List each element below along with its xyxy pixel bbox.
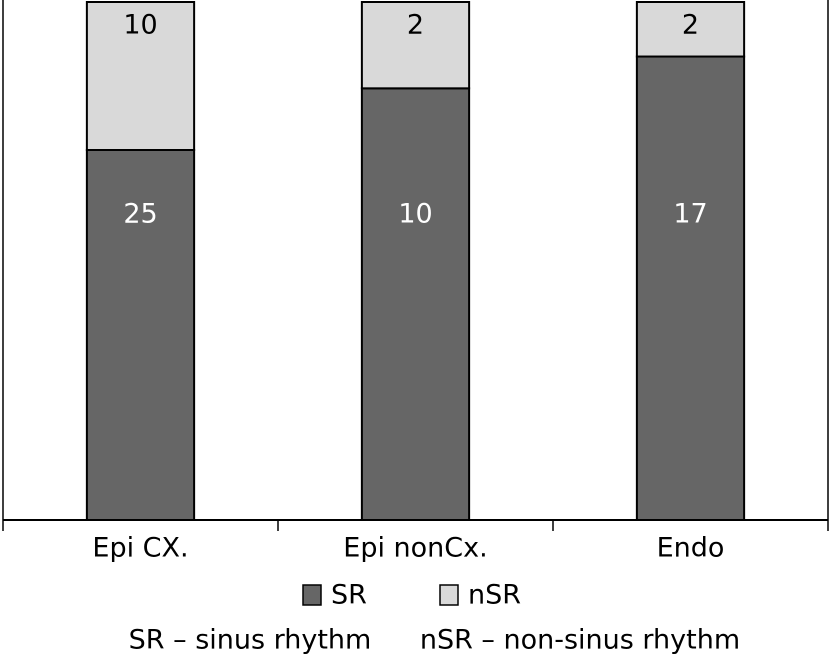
x-tick-label: Epi nonCx. bbox=[343, 533, 487, 564]
data-label: 10 bbox=[123, 10, 157, 41]
data-label: 17 bbox=[673, 199, 707, 230]
x-tick-label: Epi CX. bbox=[92, 533, 188, 564]
bar-segment bbox=[85, 1, 196, 151]
legend-label: nSR bbox=[468, 580, 521, 611]
legend-swatch bbox=[302, 584, 322, 606]
data-label: 2 bbox=[682, 10, 699, 41]
note: SR – sinus rhythm bbox=[129, 625, 372, 656]
bar-segment bbox=[360, 87, 471, 521]
x-tick-label: Endo bbox=[657, 533, 725, 564]
legend-label: SR bbox=[331, 580, 367, 611]
data-label: 2 bbox=[407, 10, 424, 41]
note: nSR – non-sinus rhythm bbox=[420, 625, 740, 656]
bar-segment bbox=[360, 1, 471, 90]
data-label: 10 bbox=[398, 199, 432, 230]
bar-segment bbox=[635, 55, 746, 522]
bar-segment bbox=[85, 149, 196, 521]
legend-swatch bbox=[439, 584, 459, 606]
data-label: 25 bbox=[123, 199, 157, 230]
bar-segment bbox=[635, 1, 746, 58]
